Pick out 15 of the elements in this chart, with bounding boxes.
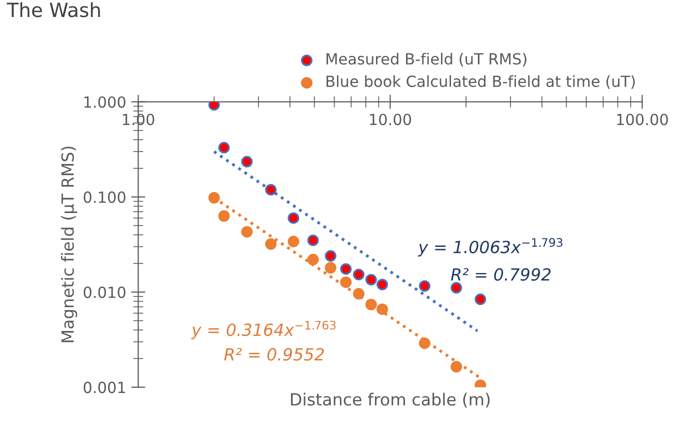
y-tick-label: 0.001: [84, 382, 126, 394]
legend-label: Measured B-field (uT RMS): [326, 52, 526, 66]
annotation: R² = 0.7992: [450, 268, 551, 281]
chart-title: The Wash: [6, 2, 100, 18]
annotation: R² = 0.9552: [224, 348, 324, 361]
legend-label: Blue book Calculated B-field at time (uT): [326, 75, 635, 89]
y-tick-label: 0.100: [84, 191, 126, 203]
y-tick-label: 0.010: [84, 286, 126, 298]
y-axis-title: Magnetic field (µT RMS): [61, 146, 78, 342]
y-tick-label: 1.000: [84, 96, 126, 108]
x-tick-label: 10.00: [370, 114, 412, 126]
x-tick-label: 100.00: [617, 114, 668, 126]
annotation: y = 1.0063x$^{−1.793}$: [418, 238, 562, 257]
annotation: y = 0.3164x$^{−1.763}$: [191, 320, 336, 340]
x-axis-title: Distance from cable (m): [291, 392, 490, 408]
